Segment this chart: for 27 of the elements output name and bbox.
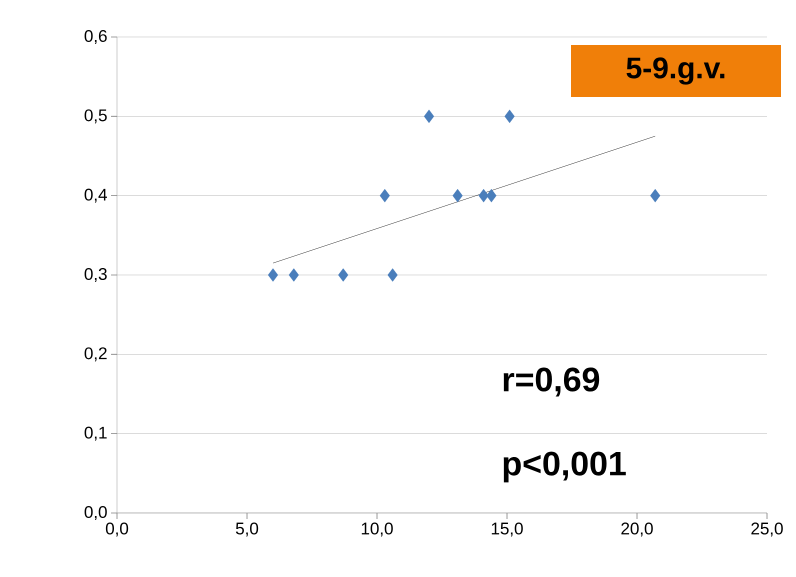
point (478, 188, 489, 202)
point (486, 188, 496, 202)
x-tick-label: 20,0 (621, 522, 653, 536)
y-tick-label: 0,4 (84, 188, 107, 203)
point (380, 188, 390, 202)
y-tick-label: 0,2 (84, 347, 107, 362)
point (504, 110, 515, 124)
point (388, 268, 398, 282)
y-tick-label: 0,3 (84, 268, 107, 282)
x-tick-label: 10,0 (362, 522, 393, 536)
x-tick-label: 25,0 (751, 522, 783, 536)
y-tick-label: 0,6 (84, 30, 107, 44)
annotation: 5-9.g.v. (626, 57, 724, 85)
x-tick-label: 15,0 (492, 522, 523, 536)
annotation: p<0,001 (504, 452, 626, 482)
y-tick-label: 0,1 (84, 426, 107, 441)
y-tick-label: 0,5 (84, 109, 107, 124)
point (650, 188, 660, 202)
point (338, 268, 348, 282)
point (452, 188, 463, 202)
annotation: r=0,69 (504, 368, 600, 396)
point (424, 110, 434, 124)
x-tick-label: 5,0 (236, 522, 258, 536)
point (268, 268, 278, 282)
x-tick-label: 0,0 (106, 522, 128, 536)
point (288, 268, 299, 282)
y-tick-label: 0,0 (84, 506, 107, 520)
